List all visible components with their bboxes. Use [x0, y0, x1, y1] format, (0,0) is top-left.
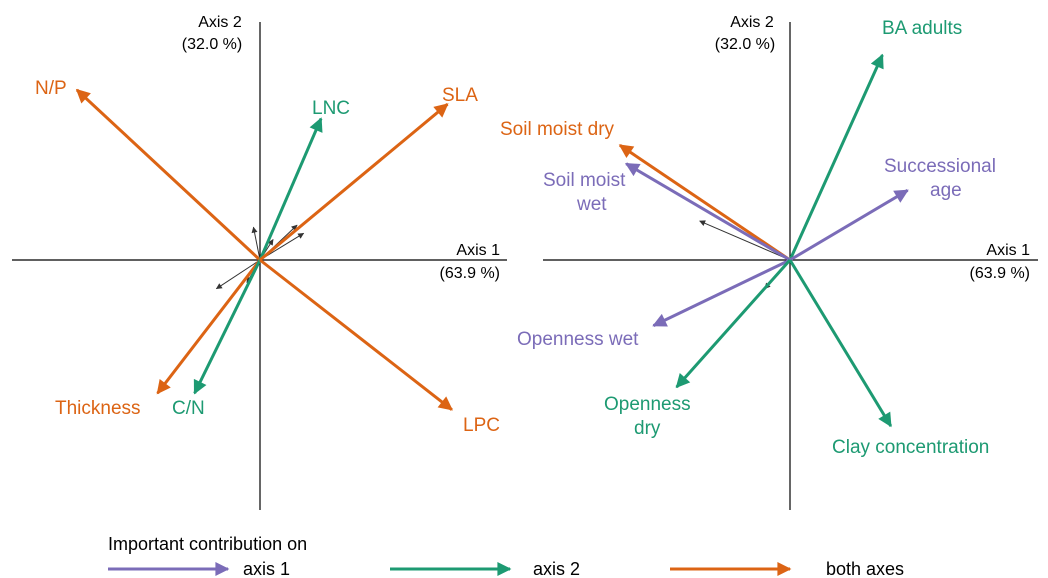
right-axis2-pct: (32.0 %)	[715, 36, 775, 53]
legend-label-both-axes: both axes	[826, 559, 904, 578]
right-label-soil-moist-wet-line2: wet	[576, 194, 607, 215]
right-axis1-label: Axis 1	[986, 242, 1030, 259]
left-vector-lnc	[258, 117, 323, 261]
left-minor-vector-2	[251, 226, 261, 261]
left-vector-sla	[259, 103, 449, 262]
left-label-sla: SLA	[442, 85, 478, 106]
left-vector-n-p	[75, 88, 262, 262]
right-label-clay-concentration: Clay concentration	[832, 437, 989, 458]
left-vector-c-n	[193, 259, 262, 395]
right-label-soil-moist-wet-line1: Soil moist	[543, 170, 626, 191]
left-label-thickness: Thickness	[55, 398, 141, 419]
right-vector-clay-concentration	[788, 259, 893, 428]
right-minor-vector-0	[699, 220, 791, 261]
right-vector-openness-dry	[675, 259, 792, 389]
right-vector-soil-moist-dry	[618, 143, 791, 262]
right-vector-soil-moist-wet	[624, 162, 791, 262]
right-label-openness-dry-line1: Openness	[604, 394, 691, 415]
right-label-soil-moist-dry: Soil moist dry	[500, 119, 615, 140]
right-label-successional-age-line2: age	[930, 180, 962, 201]
left-axis2-label: Axis 2	[198, 14, 242, 31]
legend-label-axis-2: axis 2	[533, 559, 580, 578]
right-vector-successional-age	[789, 189, 909, 262]
legend-title: Important contribution on	[108, 534, 307, 554]
right-axis1-pct: (63.9 %)	[970, 265, 1030, 282]
left-minor-vector-0	[215, 259, 261, 290]
left-vector-lpc	[259, 258, 453, 411]
right-vector-ba-adults	[788, 53, 884, 261]
right-label-openness-wet: Openness wet	[517, 329, 639, 350]
right-vector-openness-wet	[652, 258, 791, 327]
right-axis2-label: Axis 2	[730, 14, 774, 31]
legend: Important contribution on axis 1 axis 2 bo…	[108, 534, 904, 578]
left-biplot: Axis 2 (32.0 %) Axis 1 (63.9 %) N/P LNC SL…	[12, 14, 507, 510]
left-label-lnc: LNC	[312, 98, 350, 119]
left-axis1-pct: (63.9 %)	[440, 265, 500, 282]
right-label-openness-dry-line2: dry	[634, 418, 661, 439]
left-axis2-pct: (32.0 %)	[182, 36, 242, 53]
left-label-c-n: C/N	[172, 398, 205, 419]
right-label-ba-adults: BA adults	[882, 18, 962, 39]
left-axis1-label: Axis 1	[456, 242, 500, 259]
left-vector-thickness	[156, 259, 262, 395]
right-label-successional-age-line1: Successional	[884, 156, 996, 177]
left-label-lpc: LPC	[463, 415, 500, 436]
right-biplot: Axis 2 (32.0 %) Axis 1 (63.9 %) BA adult…	[500, 14, 1038, 510]
left-label-n-p: N/P	[35, 78, 67, 99]
legend-label-axis-1: axis 1	[243, 559, 290, 578]
